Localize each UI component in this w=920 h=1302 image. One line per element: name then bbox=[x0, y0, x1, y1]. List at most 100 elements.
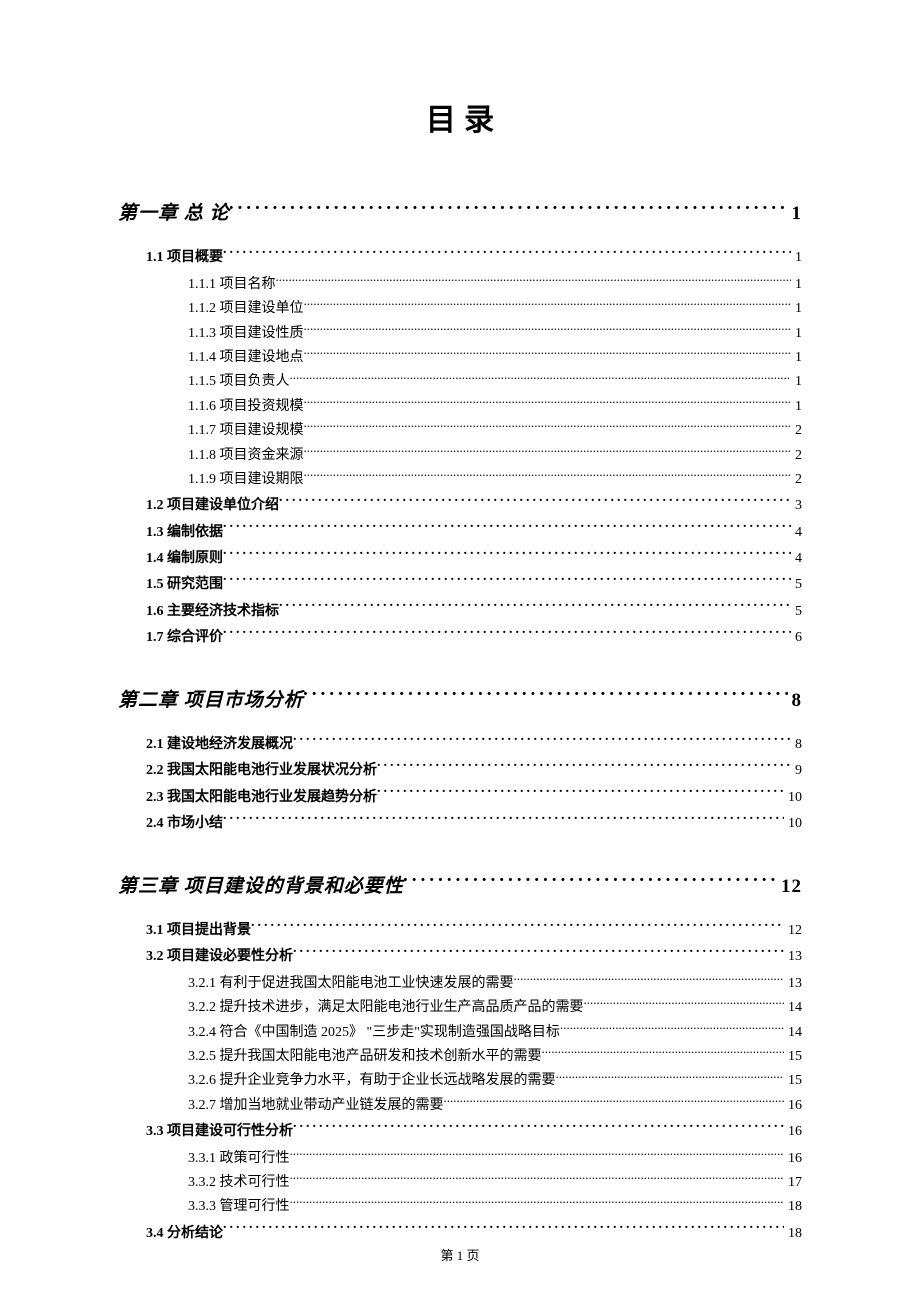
toc-entry-label: 1.1 项目概要 bbox=[146, 247, 223, 269]
toc-entry: 3.2.4 符合《中国制造 2025》 "三步走"实现制造强国战略目标14 bbox=[188, 1022, 802, 1044]
toc-leader-dots bbox=[304, 469, 792, 483]
toc-entry-page: 12 bbox=[784, 920, 802, 942]
toc-entry: 3.2.5 提升我国太阳能电池产品研发和技术创新水平的需要15 bbox=[188, 1046, 802, 1068]
toc-leader-dots bbox=[276, 274, 792, 288]
toc-entry: 1.1.8 项目资金来源2 bbox=[188, 445, 802, 467]
toc-entry-label: 2.3 我国太阳能电池行业发展趋势分析 bbox=[146, 787, 377, 809]
toc-entry-page: 4 bbox=[791, 548, 802, 570]
toc-entry-page: 6 bbox=[791, 627, 802, 649]
toc-entry-label: 1.1.2 项目建设单位 bbox=[188, 298, 304, 320]
toc-entry-page: 3 bbox=[791, 495, 802, 517]
toc-entry-page: 2 bbox=[791, 445, 802, 467]
toc-entry: 3.1 项目提出背景12 bbox=[146, 920, 802, 942]
toc-entry: 1.6 主要经济技术指标 5 bbox=[146, 601, 802, 623]
toc-entry-page: 10 bbox=[784, 787, 802, 809]
toc-entry: 3.2 项目建设必要性分析 13 bbox=[146, 946, 802, 968]
toc-leader-dots bbox=[290, 1148, 785, 1162]
toc-entry: 第三章 项目建设的背景和必要性12 bbox=[118, 872, 802, 902]
toc-leader-dots bbox=[223, 548, 791, 562]
toc-entry-label: 1.5 研究范围 bbox=[146, 574, 223, 596]
toc-leader-dots bbox=[304, 687, 788, 706]
toc-leader-dots bbox=[304, 420, 792, 434]
toc-leader-dots bbox=[377, 760, 791, 774]
page-footer: 第 1 页 bbox=[0, 1245, 920, 1264]
toc-entry: 2.1 建设地经济发展概况8 bbox=[146, 734, 802, 756]
toc-entry-page: 1 bbox=[788, 199, 803, 229]
toc-entry-page: 14 bbox=[784, 1022, 802, 1044]
toc-leader-dots bbox=[304, 323, 792, 337]
toc: 第一章 总 论1 1.1 项目概要 1 1.1.1 项目名称 1 1.1.2 项目建设单位… bbox=[118, 199, 802, 1245]
toc-entry-page: 8 bbox=[788, 686, 803, 716]
toc-leader-dots bbox=[293, 946, 784, 960]
toc-entry: 第二章 项目市场分析 8 bbox=[118, 686, 802, 716]
toc-entry-page: 16 bbox=[784, 1148, 802, 1170]
toc-entry-page: 16 bbox=[784, 1095, 802, 1117]
toc-entry: 3.2.1 有利于促进我国太阳能电池工业快速发展的需要13 bbox=[188, 973, 802, 995]
toc-entry-page: 1 bbox=[791, 396, 802, 418]
toc-entry: 3.4 分析结论 18 bbox=[146, 1223, 802, 1245]
toc-entry: 1.7 综合评价 6 bbox=[146, 627, 802, 649]
toc-entry: 1.1.7 项目建设规模2 bbox=[188, 420, 802, 442]
toc-entry-label: 1.2 项目建设单位介绍 bbox=[146, 495, 279, 517]
toc-entry: 第一章 总 论1 bbox=[118, 199, 802, 229]
toc-leader-dots bbox=[404, 873, 777, 892]
toc-entry: 1.5 研究范围5 bbox=[146, 574, 802, 596]
toc-leader-dots bbox=[304, 347, 792, 361]
toc-entry-label: 1.1.1 项目名称 bbox=[188, 274, 276, 296]
toc-entry-page: 1 bbox=[791, 371, 802, 393]
toc-entry-page: 1 bbox=[791, 274, 802, 296]
toc-entry-label: 1.1.6 项目投资规模 bbox=[188, 396, 304, 418]
toc-entry: 1.1.1 项目名称 1 bbox=[188, 274, 802, 296]
toc-entry-label: 1.1.3 项目建设性质 bbox=[188, 323, 304, 345]
toc-entry-page: 9 bbox=[791, 760, 802, 782]
toc-leader-dots bbox=[223, 522, 791, 536]
toc-entry-page: 10 bbox=[784, 813, 802, 835]
toc-entry-label: 第二章 项目市场分析 bbox=[118, 686, 304, 716]
toc-entry: 1.1.5 项目负责人1 bbox=[188, 371, 802, 393]
toc-entry-page: 14 bbox=[784, 997, 802, 1019]
toc-entry-label: 3.3.1 政策可行性 bbox=[188, 1148, 290, 1170]
toc-entry-page: 18 bbox=[784, 1196, 802, 1218]
toc-entry: 2.3 我国太阳能电池行业发展趋势分析 10 bbox=[146, 787, 802, 809]
toc-entry-label: 3.3.3 管理可行性 bbox=[188, 1196, 290, 1218]
toc-leader-dots bbox=[223, 1223, 784, 1237]
toc-leader-dots bbox=[304, 396, 792, 410]
toc-entry-page: 2 bbox=[791, 420, 802, 442]
toc-leader-dots bbox=[223, 627, 791, 641]
toc-entry: 2.4 市场小结10 bbox=[146, 813, 802, 835]
toc-leader-dots bbox=[290, 1196, 785, 1210]
toc-entry-page: 13 bbox=[784, 946, 802, 968]
toc-entry-label: 3.4 分析结论 bbox=[146, 1223, 223, 1245]
toc-leader-dots bbox=[279, 601, 791, 615]
toc-leader-dots bbox=[584, 997, 785, 1011]
toc-leader-dots bbox=[444, 1095, 785, 1109]
toc-entry-label: 3.2.2 提升技术进步，满足太阳能电池行业生产高品质产品的需要 bbox=[188, 997, 584, 1019]
toc-entry: 1.2 项目建设单位介绍 3 bbox=[146, 495, 802, 517]
toc-entry-page: 15 bbox=[784, 1046, 802, 1068]
toc-entry-page: 13 bbox=[784, 973, 802, 995]
toc-entry: 2.2 我国太阳能电池行业发展状况分析 9 bbox=[146, 760, 802, 782]
toc-leader-dots bbox=[279, 495, 791, 509]
toc-leader-dots bbox=[223, 574, 791, 588]
toc-entry-label: 2.1 建设地经济发展概况 bbox=[146, 734, 293, 756]
toc-leader-dots bbox=[290, 1172, 785, 1186]
toc-leader-dots bbox=[560, 1022, 784, 1036]
toc-entry-page: 18 bbox=[784, 1223, 802, 1245]
toc-entry-label: 1.1.9 项目建设期限 bbox=[188, 469, 304, 491]
toc-entry-label: 3.3 项目建设可行性分析 bbox=[146, 1121, 293, 1143]
document-title: 目 录 bbox=[118, 95, 802, 139]
toc-leader-dots bbox=[223, 813, 784, 827]
toc-entry: 3.3 项目建设可行性分析 16 bbox=[146, 1121, 802, 1143]
toc-entry-label: 3.2.7 增加当地就业带动产业链发展的需要 bbox=[188, 1095, 444, 1117]
toc-leader-dots bbox=[293, 734, 791, 748]
toc-entry-page: 5 bbox=[791, 601, 802, 623]
toc-entry-label: 1.7 综合评价 bbox=[146, 627, 223, 649]
toc-entry-label: 2.2 我国太阳能电池行业发展状况分析 bbox=[146, 760, 377, 782]
toc-leader-dots bbox=[304, 445, 792, 459]
toc-entry: 3.3.1 政策可行性 16 bbox=[188, 1148, 802, 1170]
toc-entry-label: 3.2 项目建设必要性分析 bbox=[146, 946, 293, 968]
toc-leader-dots bbox=[556, 1070, 785, 1084]
toc-entry-label: 1.6 主要经济技术指标 bbox=[146, 601, 279, 623]
toc-entry-page: 16 bbox=[784, 1121, 802, 1143]
toc-entry-page: 2 bbox=[791, 469, 802, 491]
